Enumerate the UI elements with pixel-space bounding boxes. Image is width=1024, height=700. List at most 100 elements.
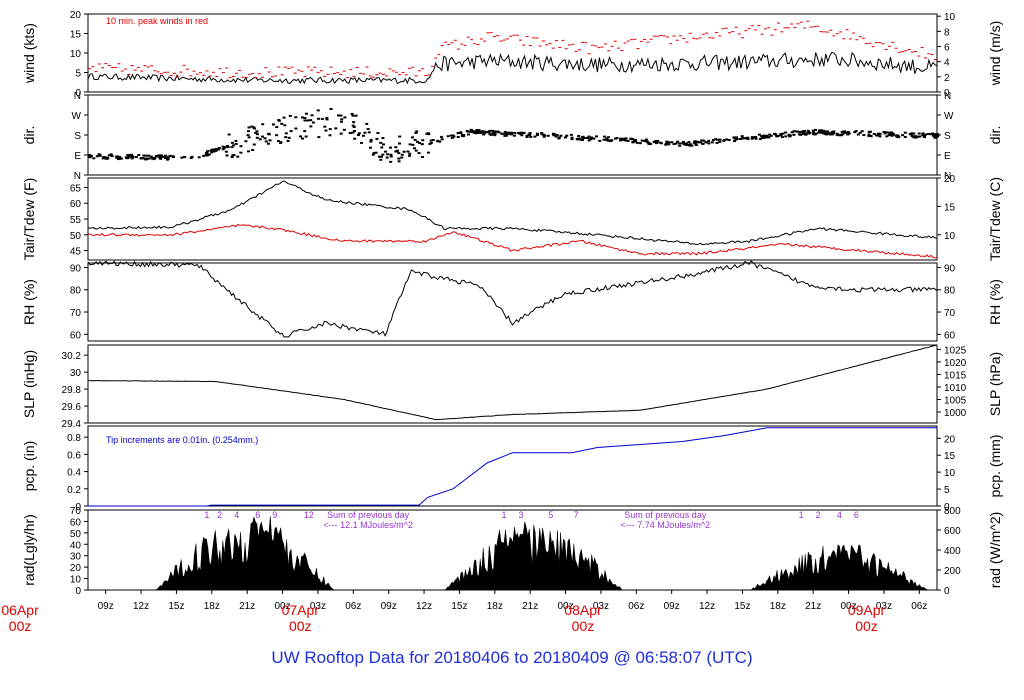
direction-point bbox=[654, 140, 658, 143]
direction-point bbox=[157, 155, 161, 158]
direction-point bbox=[204, 151, 208, 154]
y-tick-label-right: 1020 bbox=[944, 358, 967, 369]
y-tick-label-right: 1005 bbox=[944, 395, 967, 406]
direction-point bbox=[379, 155, 383, 158]
x-tick-label: 12z bbox=[133, 601, 149, 612]
x-tick-label: 21z bbox=[805, 601, 821, 612]
direction-point bbox=[707, 139, 711, 142]
direction-point bbox=[812, 131, 816, 134]
y-tick-label: 80 bbox=[70, 286, 82, 297]
direction-point bbox=[837, 134, 841, 137]
direction-point bbox=[690, 144, 694, 147]
direction-point bbox=[381, 153, 385, 156]
y-axis-label: RH (%) bbox=[21, 279, 37, 325]
direction-point bbox=[88, 155, 92, 158]
direction-point bbox=[231, 144, 235, 147]
direction-point bbox=[168, 155, 172, 158]
direction-point bbox=[485, 131, 489, 134]
direction-point bbox=[522, 131, 526, 134]
direction-point bbox=[408, 152, 412, 155]
direction-point bbox=[211, 148, 215, 151]
direction-point bbox=[107, 154, 111, 157]
direction-point bbox=[784, 131, 788, 134]
direction-point bbox=[337, 114, 341, 117]
direction-point bbox=[711, 139, 715, 142]
direction-point bbox=[429, 139, 433, 142]
x-tick-label: 15z bbox=[451, 601, 467, 612]
direction-point bbox=[766, 136, 770, 139]
direction-point bbox=[205, 153, 209, 156]
direction-point bbox=[266, 142, 270, 145]
direction-point bbox=[284, 132, 288, 135]
x-tick-label: 21z bbox=[522, 601, 538, 612]
y-axis-label: Tair/Tdew (F) bbox=[21, 178, 37, 260]
direction-point bbox=[197, 156, 201, 159]
hour-label: 6 bbox=[255, 510, 260, 520]
direction-point bbox=[221, 145, 225, 148]
direction-point bbox=[525, 134, 529, 137]
y-tick-label: 30 bbox=[70, 368, 82, 379]
direction-point bbox=[822, 129, 826, 132]
direction-point bbox=[92, 157, 96, 160]
direction-point bbox=[115, 156, 119, 159]
direction-point bbox=[670, 141, 674, 144]
direction-point bbox=[325, 118, 329, 121]
direction-point bbox=[469, 128, 473, 131]
direction-point bbox=[105, 157, 109, 160]
direction-point bbox=[896, 136, 900, 139]
direction-point bbox=[402, 150, 406, 153]
direction-point bbox=[130, 157, 134, 160]
direction-point bbox=[700, 139, 704, 142]
series-rh bbox=[87, 260, 938, 338]
direction-point bbox=[882, 130, 886, 133]
direction-point bbox=[255, 133, 259, 136]
direction-point bbox=[780, 136, 784, 139]
direction-point bbox=[908, 133, 912, 136]
direction-point bbox=[610, 139, 614, 142]
direction-point bbox=[426, 132, 430, 135]
direction-point bbox=[633, 139, 637, 142]
y-tick-label-right: 400 bbox=[944, 546, 961, 557]
direction-point bbox=[412, 147, 416, 150]
direction-point bbox=[678, 144, 682, 147]
y-tick-label: 29.4 bbox=[62, 419, 82, 430]
direction-point bbox=[740, 137, 744, 140]
y-tick-label: 60 bbox=[70, 517, 82, 528]
direction-point bbox=[846, 133, 850, 136]
x-tick-label: 03z bbox=[310, 601, 326, 612]
y-tick-label-right: 60 bbox=[944, 330, 956, 341]
direction-point bbox=[431, 139, 435, 142]
direction-point bbox=[357, 132, 361, 135]
direction-point bbox=[540, 132, 544, 135]
direction-point bbox=[740, 135, 744, 138]
direction-point bbox=[205, 154, 209, 157]
y-tick-label: 10 bbox=[70, 49, 82, 60]
direction-point bbox=[578, 138, 582, 141]
direction-point bbox=[227, 133, 231, 136]
direction-point bbox=[190, 155, 194, 158]
y-tick-label-right: 10 bbox=[944, 231, 956, 242]
radiation-note-line2: <--- 12.1 MJoules/m^2 bbox=[323, 520, 413, 530]
direction-point bbox=[109, 153, 113, 156]
direction-point bbox=[917, 132, 921, 135]
y-tick-label: S bbox=[74, 131, 81, 142]
y-tick-label: 30 bbox=[70, 552, 82, 563]
panel-frame bbox=[87, 177, 938, 261]
panel-frame bbox=[87, 262, 938, 342]
direction-point bbox=[768, 133, 772, 136]
direction-point bbox=[246, 134, 250, 137]
direction-point bbox=[824, 132, 828, 135]
direction-point bbox=[366, 128, 370, 131]
direction-point bbox=[735, 137, 739, 140]
direction-point bbox=[727, 138, 731, 141]
direction-point bbox=[255, 130, 259, 133]
direction-point bbox=[280, 122, 284, 125]
direction-point bbox=[813, 133, 817, 136]
y-tick-label: 0.2 bbox=[67, 485, 81, 496]
direction-point bbox=[351, 131, 355, 134]
direction-point bbox=[247, 130, 251, 133]
direction-point bbox=[570, 136, 574, 139]
direction-point bbox=[118, 156, 122, 159]
direction-point bbox=[535, 134, 539, 137]
direction-point bbox=[416, 140, 420, 143]
